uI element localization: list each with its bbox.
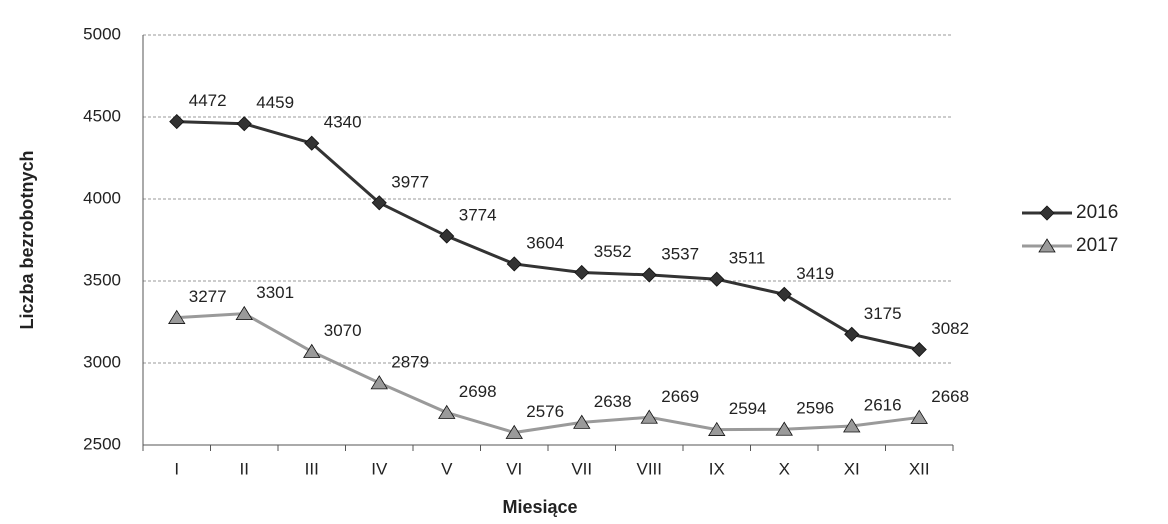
data-label: 2596 bbox=[796, 399, 834, 418]
marker bbox=[708, 421, 726, 436]
marker bbox=[910, 409, 928, 424]
data-label: 4459 bbox=[256, 93, 294, 112]
marker bbox=[439, 228, 455, 244]
marker bbox=[505, 424, 523, 439]
x-tick-label: XII bbox=[909, 459, 930, 478]
marker bbox=[370, 375, 388, 390]
data-label: 2576 bbox=[526, 402, 564, 421]
marker bbox=[438, 404, 456, 419]
y-tick-label: 3500 bbox=[83, 270, 121, 289]
data-label: 3419 bbox=[796, 264, 834, 283]
marker bbox=[506, 256, 522, 272]
marker bbox=[235, 305, 253, 321]
marker bbox=[843, 418, 861, 433]
data-label: 4472 bbox=[189, 91, 227, 110]
y-tick-label: 4500 bbox=[83, 106, 121, 125]
x-tick-label: X bbox=[779, 459, 790, 478]
data-label: 2669 bbox=[661, 387, 699, 406]
marker bbox=[1038, 238, 1056, 253]
marker bbox=[303, 343, 321, 358]
data-label: 2616 bbox=[864, 395, 902, 414]
x-tick-label: V bbox=[441, 459, 453, 478]
x-tick-label: VIII bbox=[636, 459, 662, 478]
data-label: 2879 bbox=[391, 352, 429, 371]
x-tick-label: IX bbox=[709, 459, 725, 478]
data-label: 2668 bbox=[931, 387, 969, 406]
marker bbox=[1039, 205, 1055, 221]
line bbox=[176, 120, 920, 352]
data-label: 3175 bbox=[864, 304, 902, 323]
marker bbox=[574, 264, 590, 281]
marker bbox=[573, 414, 591, 429]
x-tick-label: III bbox=[305, 459, 319, 478]
x-tick-label: XI bbox=[844, 459, 860, 478]
line bbox=[176, 312, 920, 435]
data-label: 3552 bbox=[594, 242, 632, 261]
data-label: 3537 bbox=[661, 244, 699, 263]
y-tick-label: 5000 bbox=[83, 24, 121, 43]
marker bbox=[775, 421, 793, 436]
marker bbox=[844, 326, 860, 342]
x-tick-label: I bbox=[174, 459, 179, 478]
marker bbox=[236, 116, 252, 132]
x-tick-label: VII bbox=[571, 459, 592, 478]
marker bbox=[641, 267, 657, 283]
marker bbox=[168, 309, 186, 324]
y-tick-label: 3000 bbox=[83, 352, 121, 371]
data-label: 3977 bbox=[391, 172, 429, 191]
marker bbox=[640, 409, 658, 424]
x-axis-label: Miesiące bbox=[502, 497, 577, 517]
data-label: 3082 bbox=[931, 319, 969, 338]
x-tick-label: VI bbox=[506, 459, 522, 478]
marker bbox=[911, 341, 927, 358]
data-label: 2638 bbox=[594, 392, 632, 411]
x-tick-label: II bbox=[240, 459, 249, 478]
legend-label: 2016 bbox=[1076, 202, 1118, 223]
marker bbox=[371, 195, 387, 211]
data-label: 2698 bbox=[459, 382, 497, 401]
data-label: 4340 bbox=[324, 113, 362, 132]
marker bbox=[776, 286, 792, 302]
data-label: 3774 bbox=[459, 206, 497, 225]
data-label: 3604 bbox=[526, 233, 564, 252]
y-tick-label: 4000 bbox=[83, 188, 121, 207]
marker bbox=[709, 271, 725, 287]
y-axis-label: Liczba bezrobotnych bbox=[17, 150, 37, 329]
marker bbox=[304, 135, 320, 151]
data-label: 3301 bbox=[256, 283, 294, 302]
y-tick-label: 2500 bbox=[83, 434, 121, 453]
legend-label: 2017 bbox=[1076, 235, 1118, 256]
data-label: 2594 bbox=[729, 399, 767, 418]
data-label: 3511 bbox=[729, 249, 766, 268]
x-tick-label: IV bbox=[371, 459, 388, 478]
data-label: 3070 bbox=[324, 321, 362, 340]
marker bbox=[169, 114, 185, 130]
data-label: 3277 bbox=[189, 287, 227, 306]
